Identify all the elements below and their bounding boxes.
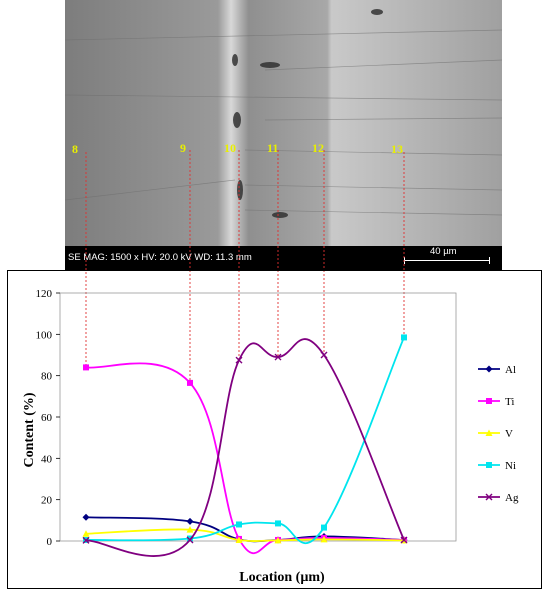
scale-bar — [404, 257, 490, 264]
y-tick-label: 80 — [41, 371, 53, 383]
data-point-v — [82, 530, 90, 537]
data-point-ti — [187, 379, 193, 386]
data-point-v — [274, 536, 282, 544]
content-chart: 0 20 40 60 80 100 120 Al Ti V Ni Ag Content (%) Lo… — [22, 288, 519, 585]
scale-bar-label: 40 µm — [430, 246, 457, 257]
sem-info-text: SE MAG: 1500 x HV: 20.0 kV WD: 11.3 mm — [68, 252, 252, 263]
data-point-ag — [82, 536, 90, 544]
series-line-ti — [85, 362, 405, 554]
point-label-10: 10 — [224, 141, 236, 155]
data-point-v — [235, 536, 243, 543]
legend-marker-v — [485, 429, 493, 436]
legend-marker-ag — [485, 493, 493, 501]
legend-label-ag: Ag — [505, 492, 519, 504]
series-line-ag — [85, 338, 405, 557]
legend-marker-ni — [486, 462, 492, 468]
y-tick-label: 40 — [41, 453, 53, 465]
point-label-13: 13 — [391, 142, 403, 156]
legend-label-ni: Ni — [505, 460, 516, 472]
data-point-ni — [187, 535, 193, 542]
data-point-ag — [274, 353, 282, 361]
legend-label-ti: Ti — [505, 396, 514, 408]
point-label-11: 11 — [267, 141, 279, 155]
y-tick-label: 100 — [36, 329, 53, 341]
y-tick-label: 20 — [41, 495, 53, 507]
series-line-v — [85, 528, 405, 542]
chart-legend: Al Ti V Ni Ag — [478, 364, 519, 504]
data-point-ag — [186, 536, 194, 544]
point-label-8: 8 — [72, 142, 78, 156]
series-line-ni — [85, 337, 405, 544]
y-axis-title: Content (%) — [22, 392, 37, 467]
data-point-v — [320, 535, 328, 543]
data-point-ag — [320, 351, 328, 359]
y-tick-label: 120 — [36, 288, 53, 300]
sem-micrograph: 8 9 10 11 12 13 SE MAG: 1500 x HV: 20.0 … — [65, 0, 502, 270]
data-point-v — [186, 526, 194, 533]
x-axis-title: Location (µm) — [239, 570, 325, 585]
data-point-ni — [321, 524, 327, 531]
legend-marker-al — [485, 365, 493, 373]
data-point-ag — [235, 356, 243, 364]
data-point-al — [82, 513, 90, 521]
point-label-12: 12 — [312, 141, 324, 155]
data-point-ag — [400, 536, 408, 544]
legend-marker-ti — [486, 398, 492, 404]
data-point-ni — [401, 334, 407, 341]
chart-axes: 0 20 40 60 80 100 120 — [36, 288, 457, 548]
data-point-al — [186, 517, 194, 525]
chart-frame: 0 20 40 60 80 100 120 Al Ti V Ni Ag Content (%) Lo… — [7, 270, 542, 589]
sem-info-bar: SE MAG: 1500 x HV: 20.0 kV WD: 11.3 mm 4… — [65, 246, 502, 270]
data-point-ni — [275, 520, 281, 527]
y-tick-label: 60 — [41, 412, 53, 424]
legend-label-v: V — [505, 428, 513, 440]
chart-series — [82, 334, 408, 557]
plot-area — [59, 292, 457, 542]
data-point-ni — [236, 521, 242, 528]
y-tick-label: 0 — [47, 536, 53, 548]
sem-image — [65, 0, 502, 246]
legend-label-al: Al — [505, 364, 516, 376]
point-label-9: 9 — [180, 141, 186, 155]
data-point-ti — [83, 364, 89, 371]
